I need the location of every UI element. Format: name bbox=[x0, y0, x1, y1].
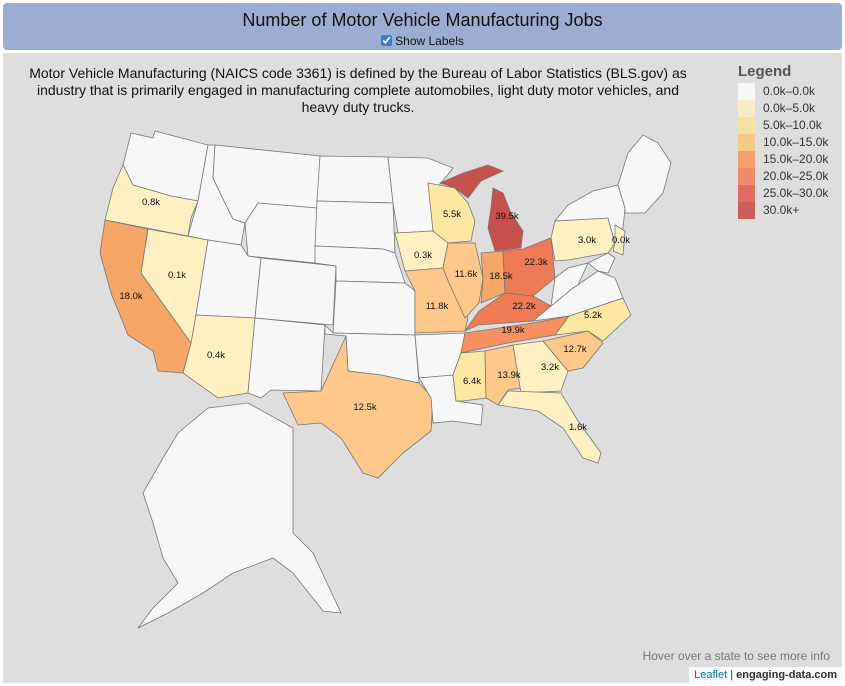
state-labels: 0.8k 0.1k 18.0k 0.4k 12.5k 5.5k 0.3k 11.… bbox=[119, 197, 630, 433]
legend-label: 15.0k–20.0k bbox=[763, 152, 829, 166]
state-north-dakota[interactable] bbox=[316, 155, 394, 204]
state-colorado[interactable] bbox=[254, 257, 337, 326]
legend-swatch bbox=[738, 202, 755, 219]
label-iowa: 0.3k bbox=[414, 250, 432, 261]
legend-label: 30.0k+ bbox=[763, 203, 800, 217]
description-text: Motor Vehicle Manufacturing (NAICS code … bbox=[29, 65, 687, 115]
label-new-jersey: 0.0k bbox=[612, 235, 630, 246]
legend-row: 30.0k+ bbox=[738, 202, 838, 219]
page-title: Number of Motor Vehicle Manufacturing Jo… bbox=[242, 10, 603, 30]
site-credit: engaging-data.com bbox=[736, 669, 837, 681]
legend-row: 0.0k–0.0k bbox=[738, 83, 838, 100]
label-georgia: 3.2k bbox=[541, 362, 559, 373]
label-wisconsin: 5.5k bbox=[443, 209, 461, 220]
legend-label: 0.0k–0.0k bbox=[763, 84, 816, 98]
state-kansas[interactable] bbox=[332, 280, 416, 336]
label-michigan: 39.5k bbox=[495, 211, 518, 222]
state-oregon[interactable] bbox=[104, 164, 199, 237]
label-florida: 1.6k bbox=[569, 422, 587, 433]
hover-hint: Hover over a state to see more info bbox=[642, 649, 830, 663]
legend: Legend 0.0k–0.0k 0.0k–5.0k 5.0k–10.0k 10.0k… bbox=[738, 63, 838, 219]
state-florida[interactable] bbox=[497, 390, 602, 464]
legend-label: 0.0k–5.0k bbox=[763, 101, 816, 115]
label-california: 18.0k bbox=[119, 291, 142, 302]
legend-swatch bbox=[738, 168, 755, 185]
state-kentucky[interactable] bbox=[463, 292, 552, 332]
label-kentucky: 22.2k bbox=[512, 301, 535, 312]
legend-row: 15.0k–20.0k bbox=[738, 151, 838, 168]
state-south-carolina[interactable] bbox=[542, 330, 604, 372]
legend-row: 25.0k–30.0k bbox=[738, 185, 838, 202]
label-mississippi: 6.4k bbox=[463, 376, 481, 387]
state-georgia[interactable] bbox=[512, 340, 569, 394]
legend-row: 20.0k–25.0k bbox=[738, 168, 838, 185]
legend-swatch bbox=[738, 134, 755, 151]
state-texas[interactable] bbox=[282, 335, 434, 479]
label-indiana: 18.5k bbox=[489, 271, 512, 282]
state-wyoming[interactable] bbox=[244, 202, 318, 264]
label-illinois: 11.6k bbox=[455, 269, 478, 280]
legend-label: 5.0k–10.0k bbox=[763, 118, 822, 132]
label-nevada: 0.1k bbox=[168, 270, 186, 281]
attribution-separator: | bbox=[727, 669, 737, 681]
map-attribution: Leaflet | engaging-data.com bbox=[689, 667, 842, 683]
legend-row: 5.0k–10.0k bbox=[738, 117, 838, 134]
label-ohio: 22.3k bbox=[524, 257, 547, 268]
state-new-mexico[interactable] bbox=[247, 317, 326, 399]
label-oregon: 0.8k bbox=[142, 197, 160, 208]
state-michigan-upper[interactable] bbox=[438, 164, 505, 199]
state-indiana[interactable] bbox=[480, 250, 506, 304]
legend-label: 25.0k–30.0k bbox=[763, 186, 829, 200]
state-maryland[interactable] bbox=[587, 252, 616, 274]
label-texas: 12.5k bbox=[353, 402, 376, 413]
legend-swatch bbox=[738, 185, 755, 202]
state-wisconsin[interactable] bbox=[427, 182, 476, 244]
state-michigan[interactable] bbox=[487, 187, 524, 252]
label-arizona: 0.4k bbox=[207, 350, 225, 361]
label-south-carolina: 12.7k bbox=[563, 344, 586, 355]
label-pennsylvania: 3.0k bbox=[578, 235, 596, 246]
legend-swatch bbox=[738, 117, 755, 134]
us-choropleth-map[interactable]: 0.8k 0.1k 18.0k 0.4k 12.5k 5.5k 0.3k 11.… bbox=[3, 53, 842, 683]
map-container[interactable]: 0.8k 0.1k 18.0k 0.4k 12.5k 5.5k 0.3k 11.… bbox=[3, 53, 842, 683]
state-new-jersey[interactable] bbox=[612, 224, 626, 256]
legend-swatch bbox=[738, 151, 755, 168]
header-bar: Number of Motor Vehicle Manufacturing Jo… bbox=[3, 3, 842, 50]
legend-swatch bbox=[738, 100, 755, 117]
show-labels-toggle[interactable]: Show Labels bbox=[3, 34, 842, 48]
leaflet-link[interactable]: Leaflet bbox=[694, 669, 728, 681]
legend-label: 10.0k–15.0k bbox=[763, 135, 829, 149]
state-new-england[interactable] bbox=[617, 134, 672, 214]
legend-items: 0.0k–0.0k 0.0k–5.0k 5.0k–10.0k 10.0k–15.0k 1… bbox=[738, 83, 838, 219]
show-labels-label: Show Labels bbox=[395, 34, 464, 48]
show-labels-checkbox[interactable] bbox=[381, 35, 393, 46]
state-alaska[interactable] bbox=[137, 402, 342, 629]
label-missouri: 11.8k bbox=[426, 301, 449, 312]
legend-label: 20.0k–25.0k bbox=[763, 169, 829, 183]
label-tennessee: 19.9k bbox=[501, 325, 524, 336]
legend-row: 0.0k–5.0k bbox=[738, 100, 838, 117]
legend-swatch bbox=[738, 83, 755, 100]
label-alabama: 13.9k bbox=[497, 370, 520, 381]
state-south-dakota[interactable] bbox=[314, 200, 396, 254]
legend-title: Legend bbox=[738, 63, 792, 80]
legend-row: 10.0k–15.0k bbox=[738, 134, 838, 151]
label-north-carolina: 5.2k bbox=[584, 310, 602, 321]
state-illinois[interactable] bbox=[442, 242, 484, 319]
